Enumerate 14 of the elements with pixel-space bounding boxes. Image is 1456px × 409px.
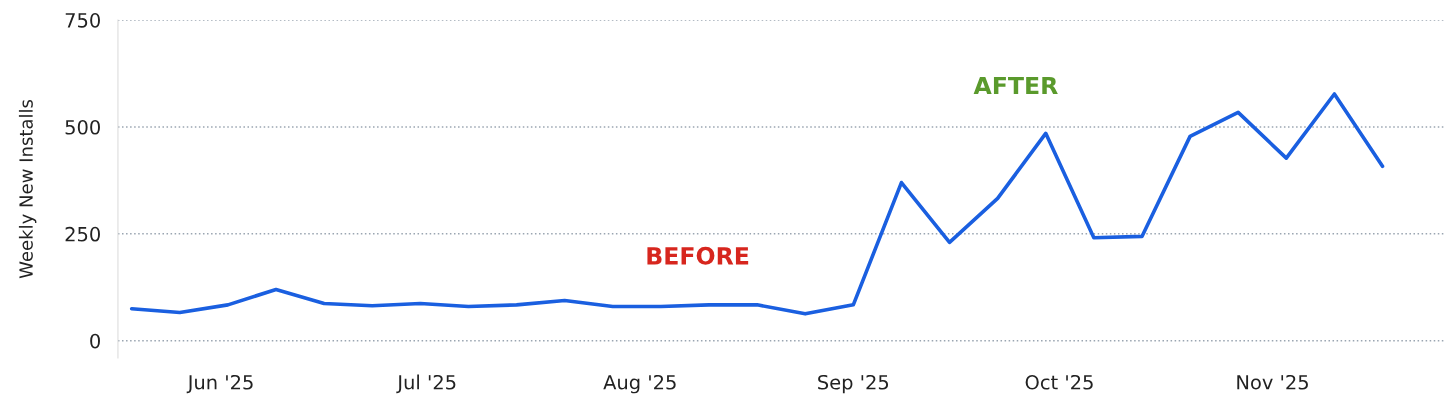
x-tick-label: Jul '25 — [396, 374, 456, 394]
annotation: AFTER — [973, 76, 1058, 95]
y-axis-title: Weekly New Installs — [18, 99, 37, 279]
x-tick-label: Sep '25 — [818, 374, 889, 394]
x-tick-label: Oct '25 — [1025, 374, 1093, 390]
y-tick-label: 500 — [65, 119, 100, 135]
line-series — [129, 92, 1385, 316]
y-tick-label: 750 — [65, 13, 100, 28]
x-tick-label: Nov '25 — [1237, 374, 1308, 390]
y-tick-label: 250 — [65, 226, 100, 242]
x-tick-label: Aug '25 — [603, 374, 676, 394]
x-tick-label: Jun '25 — [186, 374, 253, 394]
annotation: BEFORE — [647, 246, 749, 265]
y-tick-label: 0 — [90, 333, 100, 349]
